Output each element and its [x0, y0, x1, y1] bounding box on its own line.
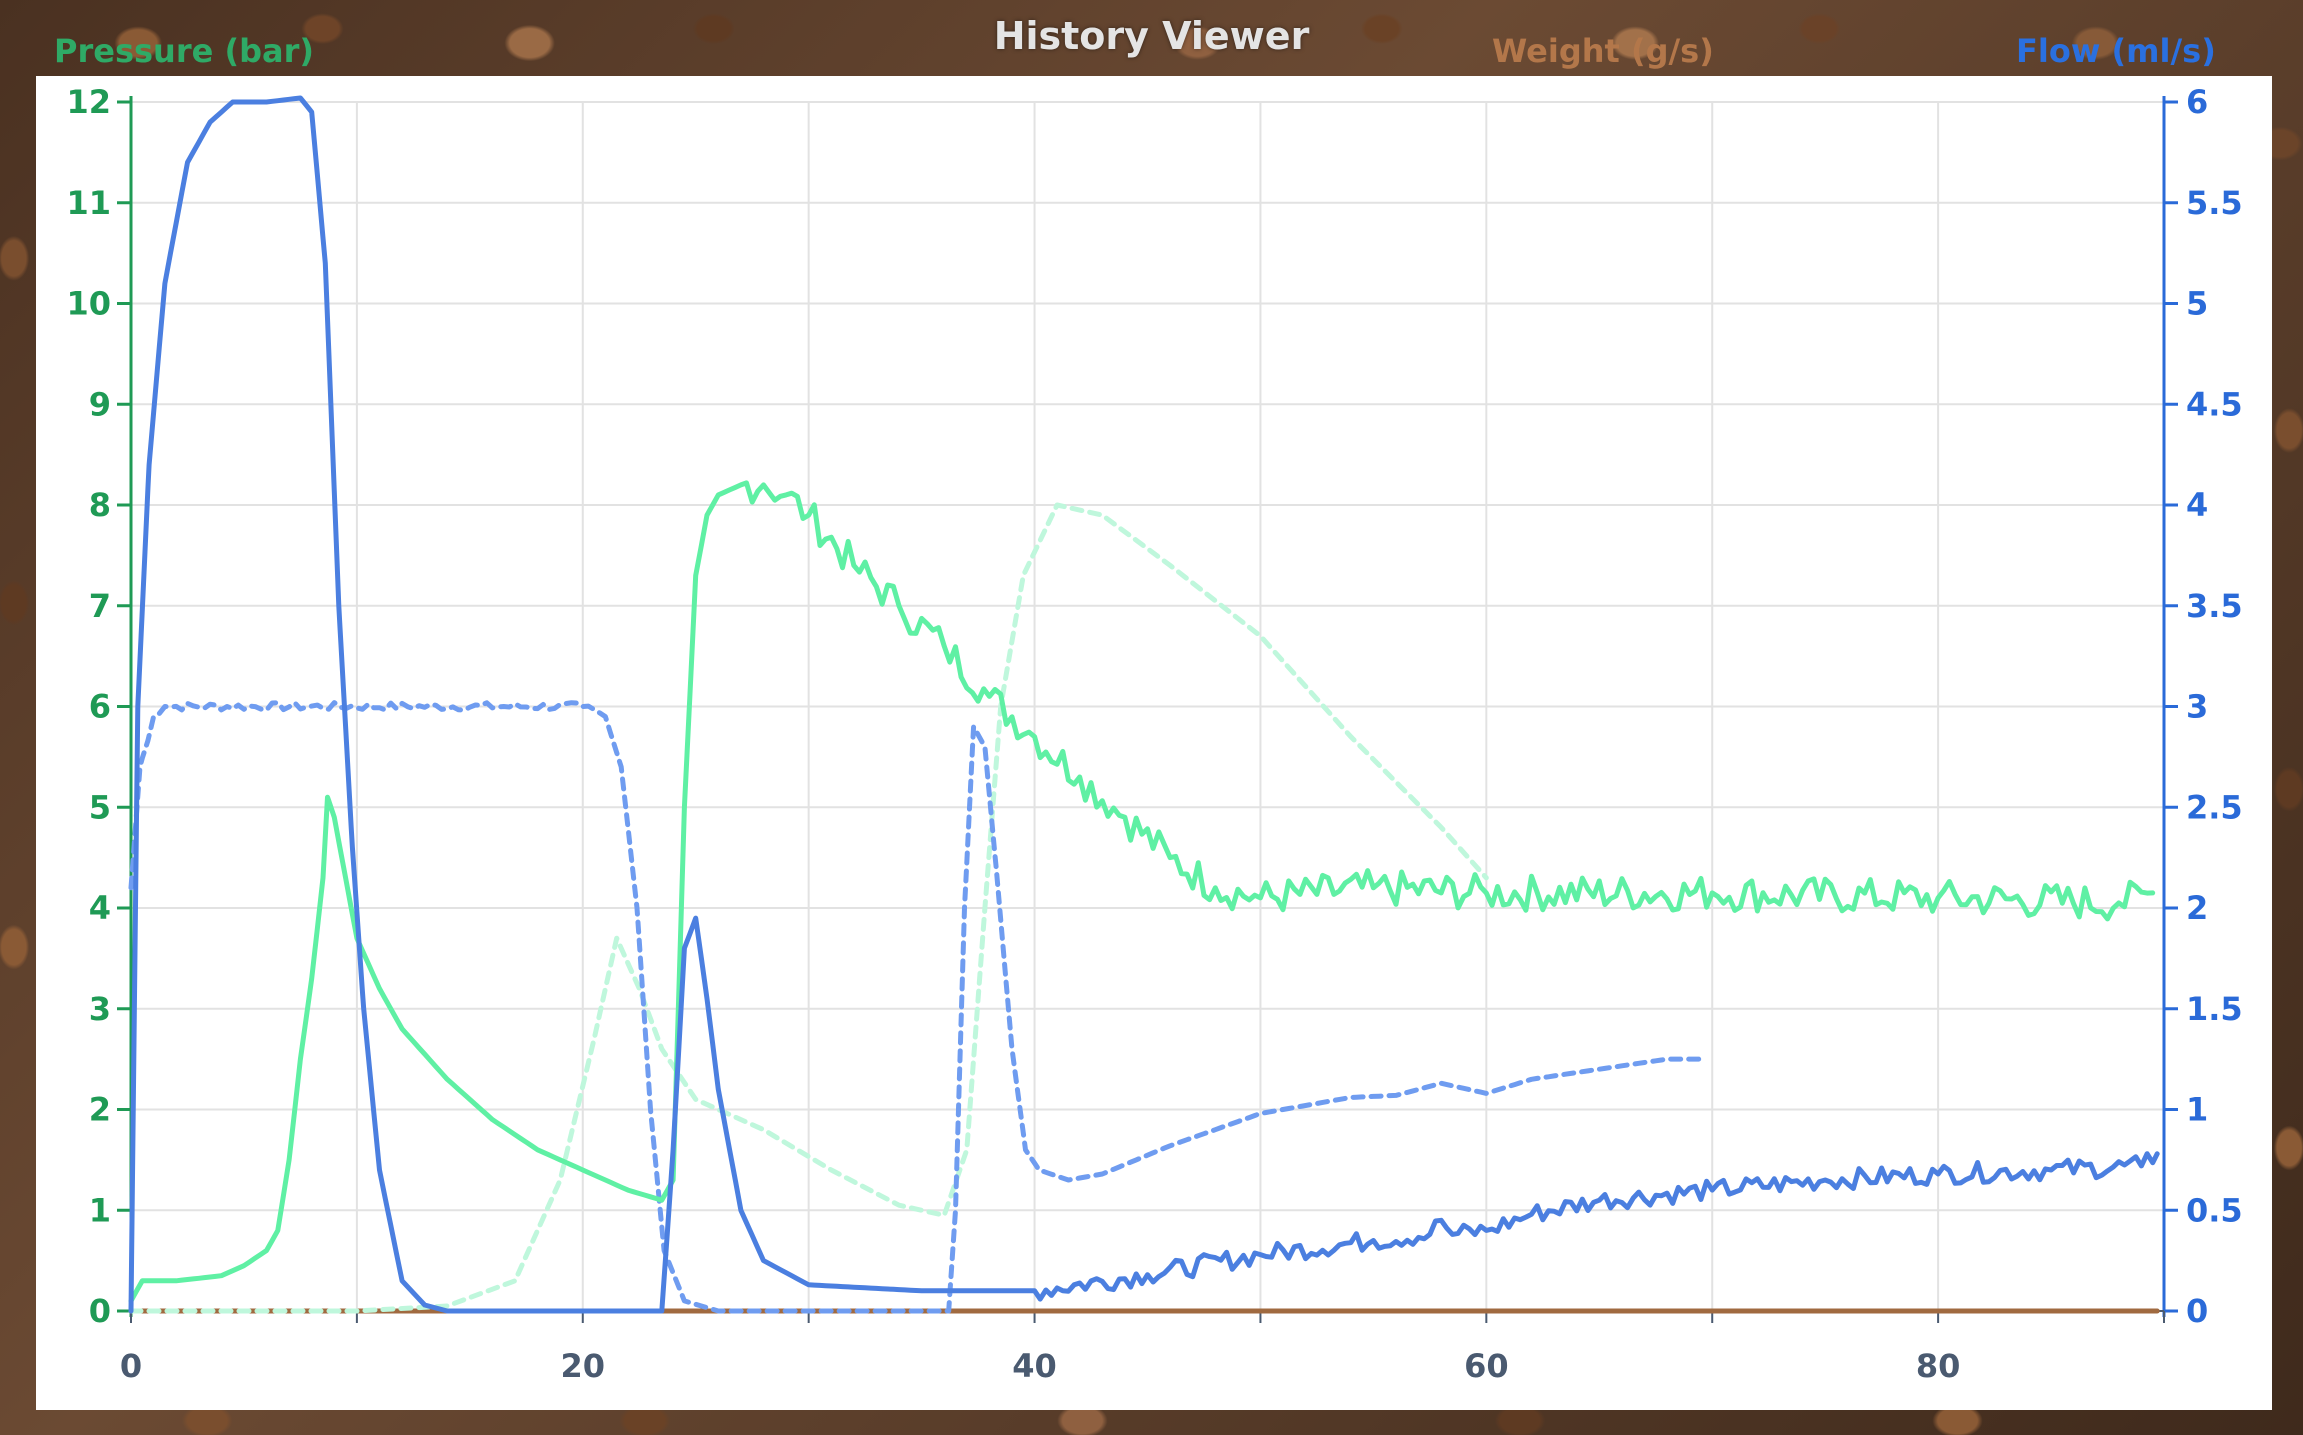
left-tick-label: 6	[89, 688, 111, 726]
left-tick-label: 8	[89, 486, 111, 524]
right-tick-label: 3.5	[2186, 587, 2243, 625]
history-chart[interactable]: 012345678910111200.511.522.533.544.555.5…	[36, 76, 2272, 1410]
left-tick-label: 2	[89, 1091, 111, 1129]
left-tick-label: 5	[89, 788, 111, 826]
right-tick-label: 5.5	[2186, 184, 2243, 222]
right-tick-label: 0	[2186, 1292, 2208, 1330]
right-tick-label: 4	[2186, 486, 2208, 524]
right-tick-label: 1	[2186, 1091, 2208, 1129]
right-tick-label: 0.5	[2186, 1191, 2243, 1229]
pressure-line[interactable]	[128, 480, 2156, 1304]
right-tick-label: 5	[2186, 285, 2208, 323]
left-tick-label: 0	[89, 1292, 111, 1330]
chart-panel: 0 1 2 3 4 5 6 7 8 9 10 11 12 0 0.5 1 1.5 2 2.5 3 3.5 4 4.5 5 5.5…	[36, 76, 2272, 1410]
flow-target-line[interactable]	[128, 700, 1704, 1314]
right-tick-label: 6	[2186, 83, 2208, 121]
legend-weight[interactable]: Weight (g/s)	[1492, 32, 1714, 70]
legend-pressure[interactable]: Pressure (bar)	[54, 32, 314, 70]
right-tick-label: 2.5	[2186, 788, 2243, 826]
x-tick-label: 60	[1464, 1347, 1509, 1385]
axes: 012345678910111200.511.522.533.544.555.5…	[66, 83, 2242, 1385]
flow-line[interactable]	[128, 95, 2160, 1314]
right-tick-label: 2	[2186, 889, 2208, 927]
x-tick-label: 80	[1916, 1347, 1961, 1385]
left-tick-label: 10	[66, 285, 111, 323]
left-tick-label: 7	[89, 587, 111, 625]
left-tick-label: 9	[89, 385, 111, 423]
chart-title: History Viewer	[993, 14, 1310, 58]
right-tick-label: 3	[2186, 688, 2208, 726]
right-tick-label: 1.5	[2186, 990, 2243, 1028]
series-lines	[128, 95, 2160, 1314]
pressure-target-line[interactable]	[128, 502, 1489, 1314]
right-tick-label: 4.5	[2186, 385, 2243, 423]
x-tick-label: 20	[561, 1347, 606, 1385]
legend-flow[interactable]: Flow (ml/s)	[2016, 32, 2216, 70]
left-tick-label: 12	[66, 83, 111, 121]
x-tick-label: 0	[120, 1347, 142, 1385]
x-tick-label: 40	[1012, 1347, 1057, 1385]
left-tick-label: 11	[66, 184, 111, 222]
left-tick-label: 3	[89, 990, 111, 1028]
left-tick-label: 4	[89, 889, 111, 927]
left-tick-label: 1	[89, 1191, 111, 1229]
